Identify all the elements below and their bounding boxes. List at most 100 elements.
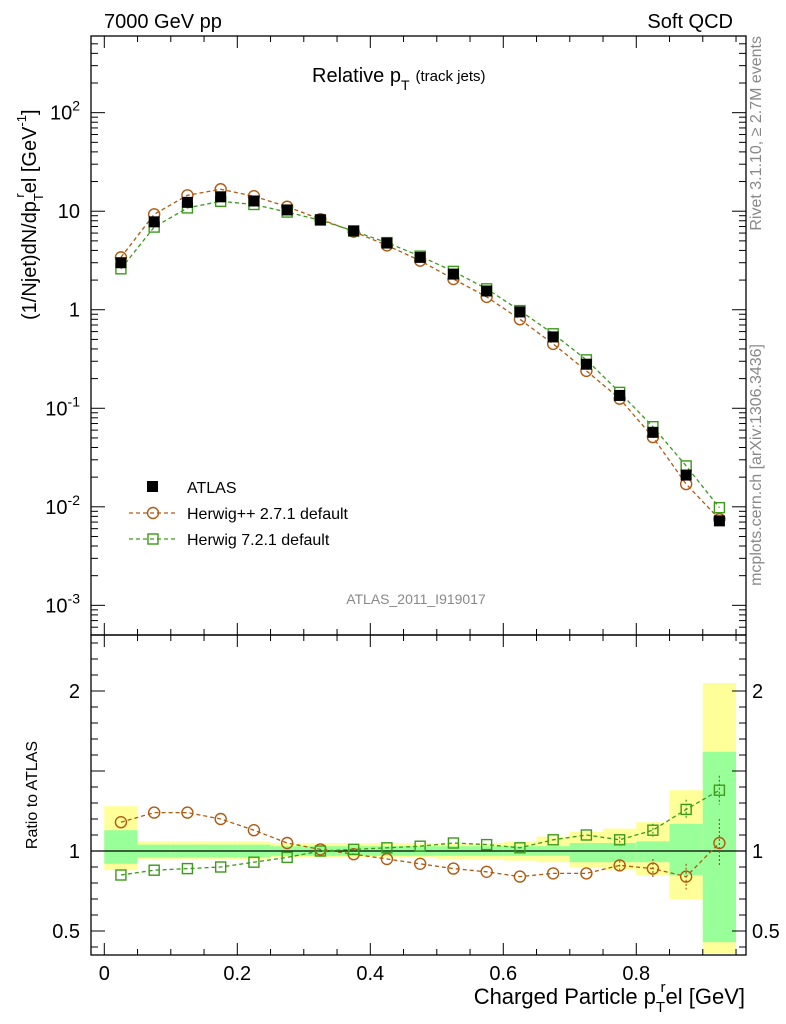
ratio-frame [90,634,747,956]
legend-label-herwig7: Herwig 7.2.1 default [187,532,330,549]
x-tick-label: 0.8 [622,963,650,985]
ratio-point-herwig-2-7-1-default [147,806,161,819]
ratio-point-herwig-7-2-1-default [514,842,526,854]
ratio-point-herwig-7-2-1-default [580,829,593,841]
main-point-atlas [713,515,725,527]
plot-title-main: Relative p [312,65,401,87]
main-point-atlas [181,196,193,208]
main-point-atlas [414,251,426,263]
ratio-series-line-herwig-7-2-1-default [120,789,720,876]
y-tick-label: 10 [58,201,80,223]
ratio-point-herwig-2-7-1-default [480,865,493,878]
rivet-version-label: Rivet 3.1.10, ≥ 2.7M events [748,36,765,231]
ratio-y-tick-label-right: 1 [752,841,763,863]
ratio-y-tick-label: 2 [69,681,80,703]
ratio-band-green [569,843,604,863]
plot-title-paren: (track jets) [416,68,486,85]
ratio-point-herwig-7-2-1-default [447,837,460,849]
y-tick-label: 10-1 [45,393,80,420]
ratio-point-herwig-2-7-1-default [280,836,294,850]
main-point-atlas [481,285,493,297]
main-point-atlas [381,237,393,249]
x-tick-label: 0 [99,963,110,985]
x-axis-label: Charged Particle pTrel [GeV] [474,979,745,1016]
legend-label-herwigpp: Herwig++ 2.7.1 default [187,506,349,523]
ratio-point-herwig-7-2-1-default [214,861,227,873]
ratio-point-herwig-2-7-1-default [214,812,227,826]
main-series-line-herwig-2-7-1-default [120,188,720,520]
legend-marker-atlas [147,481,158,492]
ratio-point-herwig-7-2-1-default [181,862,194,875]
ratio-point-herwig-7-2-1-default [613,834,626,846]
ratio-point-herwig-2-7-1-default [679,870,693,883]
ratio-y-tick-label: 0.5 [52,921,80,943]
ratio-point-herwig-7-2-1-default [115,869,127,881]
ratio-point-herwig-7-2-1-default [647,824,659,836]
main-panel: 10-3 10-2 10-1 1 10 102 [45,35,747,636]
ratio-point-herwig-2-7-1-default [181,806,194,819]
ratio-band-green [603,843,637,863]
ratio-point-herwig-7-2-1-default [347,843,360,856]
ratio-y-tick-label-right: 0.5 [752,921,780,943]
ratio-band-green [669,823,703,875]
main-point-atlas [148,216,160,228]
main-point-atlas [680,469,692,481]
header-right-label: Soft QCD [647,11,733,33]
ratio-point-herwig-2-7-1-default [513,870,527,883]
main-point-atlas [547,331,559,343]
main-point-atlas [447,268,459,280]
ratio-point-herwig-2-7-1-default [713,836,726,850]
ratio-point-herwig-7-2-1-default [148,864,160,876]
x-tick-label: 0.4 [356,963,384,985]
main-point-atlas [647,426,659,438]
ratio-point-herwig-2-7-1-default [247,824,261,837]
main-point-atlas [580,358,592,370]
y-tick-label: 102 [50,98,80,125]
ratio-point-herwig-7-2-1-default [414,840,426,852]
main-point-atlas [348,225,360,237]
ratio-panel: 0 0.2 0.4 0.6 0.8 0.5 0.5 1 1 2 2 [52,634,780,985]
legend-marker-herwigpp [146,506,160,520]
ratio-y-axis-label: Ratio to ATLAS [24,741,41,849]
y-tick-label: 1 [69,300,80,322]
main-point-atlas [314,214,326,226]
ratio-point-herwig-7-2-1-default [480,838,493,851]
main-point-atlas [614,389,626,401]
ratio-point-herwig-7-2-1-default [281,851,293,864]
main-y-axis-label: (1/Njet)dN/dpTrel [GeV-1] [12,109,46,320]
plot-title-sub: T [401,77,410,93]
ratio-point-herwig-2-7-1-default [546,867,560,880]
ratio-point-herwig-7-2-1-default [314,845,327,857]
main-point-atlas [514,306,526,318]
ratio-point-herwig-7-2-1-default [381,842,393,854]
header-left-label: 7000 GeV pp [104,11,222,33]
ratio-point-herwig-2-7-1-default [447,862,460,875]
y-tick-label: 10-2 [45,492,80,519]
ratio-point-herwig-2-7-1-default [380,852,394,866]
ratio-point-herwig-2-7-1-default [413,857,427,870]
main-point-atlas [215,191,227,203]
ratio-point-herwig-7-2-1-default [713,784,726,796]
x-tick-label: 0.6 [489,963,517,985]
ratio-point-herwig-7-2-1-default [547,834,559,846]
main-series-line-herwig-7-2-1-default [120,200,720,509]
plot-title: Relative pT (track jets) [312,65,486,93]
ratio-band-green [104,830,138,864]
legend-marker-herwig7 [147,533,159,545]
ratio-point-herwig-2-7-1-default [114,816,128,829]
mcplots-label: mcplots.cern.ch [arXiv:1306.3436] [748,344,765,586]
ratio-point-herwig-2-7-1-default [646,862,660,875]
legend-label-atlas: ATLAS [187,480,237,497]
ratio-series-line-herwig-2-7-1-default [120,811,720,878]
ratio-point-herwig-7-2-1-default [248,856,260,868]
ratio-point-herwig-2-7-1-default [613,859,626,872]
ratio-y-tick-label-right: 2 [752,681,763,703]
y-tick-label: 10-3 [45,590,80,617]
ratio-y-tick-label: 1 [69,841,80,863]
main-point-atlas [115,257,127,269]
main-point-atlas [248,195,260,207]
main-point-herwig-7-2-1-default [713,501,726,514]
ratio-point-herwig-7-2-1-default [680,803,692,816]
x-tick-label: 0.2 [223,963,251,985]
